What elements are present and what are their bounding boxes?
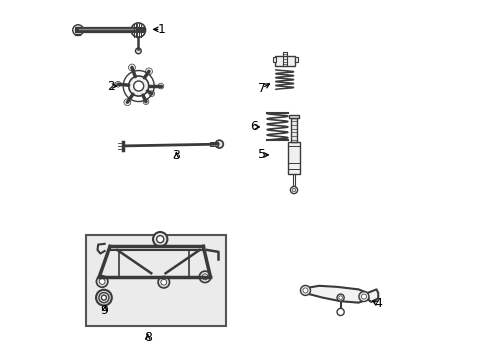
Text: 9: 9 (101, 305, 108, 318)
Bar (294, 57, 298, 62)
Circle shape (161, 279, 166, 285)
Circle shape (361, 294, 366, 299)
Circle shape (336, 309, 344, 316)
Circle shape (156, 235, 163, 243)
Circle shape (158, 276, 169, 288)
Circle shape (99, 293, 109, 303)
Circle shape (338, 296, 342, 300)
Polygon shape (367, 289, 378, 302)
Circle shape (202, 274, 207, 280)
Circle shape (96, 276, 108, 287)
Circle shape (73, 25, 83, 36)
Text: 1: 1 (157, 23, 165, 36)
Bar (274, 56, 294, 66)
Circle shape (300, 285, 310, 296)
Text: 2: 2 (107, 80, 115, 93)
Circle shape (96, 290, 112, 306)
Bar (210, 142, 218, 146)
Circle shape (215, 140, 223, 148)
Circle shape (358, 292, 368, 302)
Circle shape (133, 81, 143, 91)
Circle shape (199, 271, 210, 283)
Circle shape (290, 186, 297, 194)
Circle shape (153, 232, 167, 246)
Text: 6: 6 (250, 121, 258, 134)
Circle shape (158, 83, 163, 89)
Bar (272, 57, 276, 62)
Circle shape (101, 295, 106, 300)
Bar (290, 118, 296, 141)
Text: 5: 5 (258, 148, 266, 161)
Circle shape (128, 76, 148, 96)
Circle shape (143, 99, 148, 104)
Circle shape (135, 48, 141, 54)
Circle shape (336, 294, 344, 301)
Circle shape (115, 81, 121, 87)
Bar (86, 235, 225, 326)
Text: 7: 7 (257, 82, 265, 95)
Circle shape (123, 99, 131, 105)
Text: 8: 8 (143, 331, 151, 344)
Bar (289, 115, 298, 118)
Circle shape (148, 91, 154, 96)
Bar (287, 141, 300, 174)
Circle shape (292, 188, 295, 192)
Text: 3: 3 (172, 149, 180, 162)
Circle shape (145, 68, 152, 75)
Circle shape (128, 64, 135, 71)
Text: 4: 4 (373, 297, 381, 310)
Circle shape (99, 279, 105, 284)
Polygon shape (304, 286, 368, 303)
Circle shape (303, 288, 307, 293)
